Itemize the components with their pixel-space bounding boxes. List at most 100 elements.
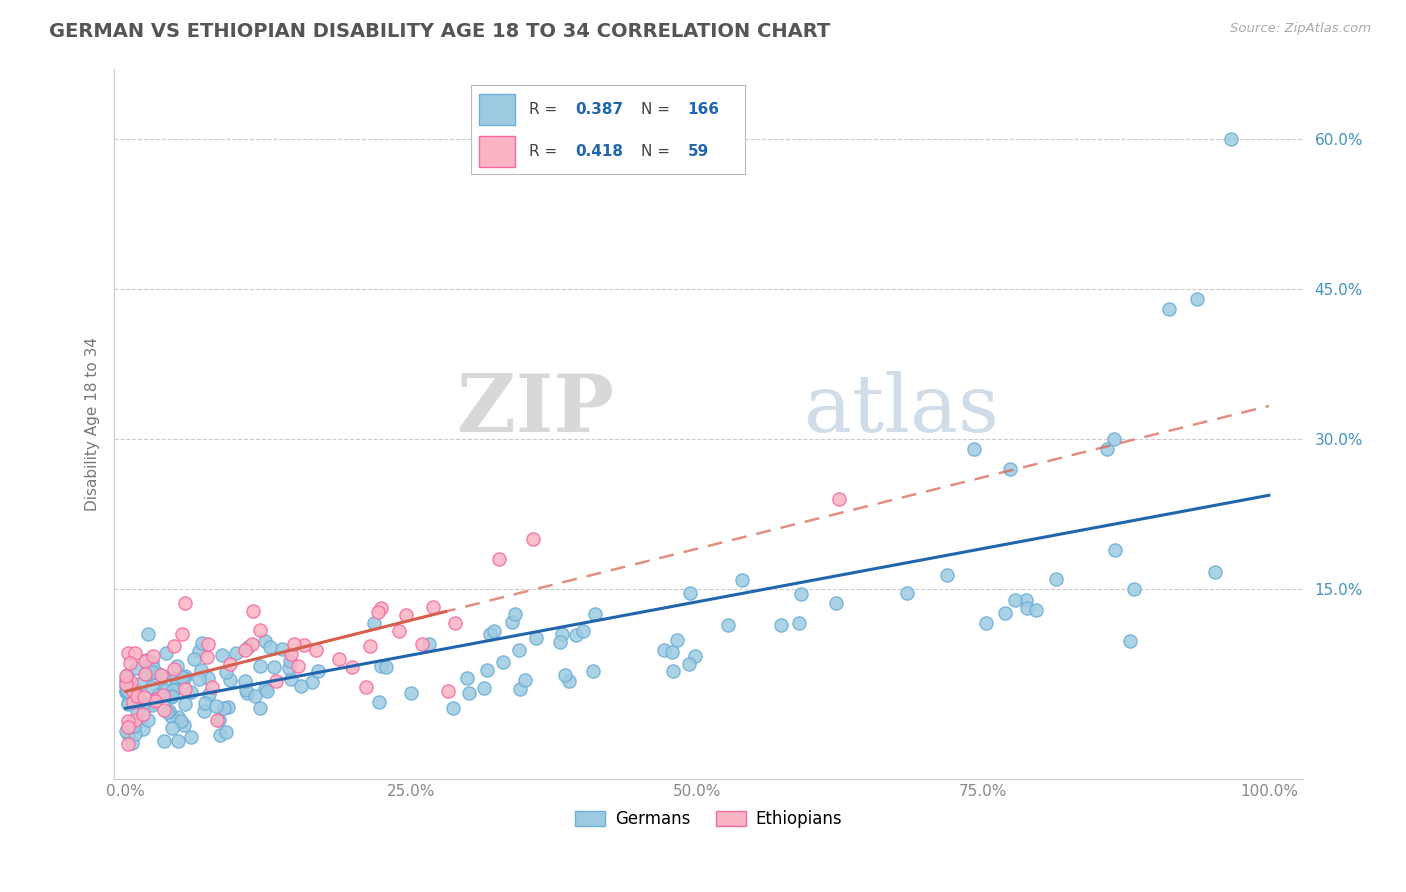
Point — [136, 626, 159, 640]
Point — [395, 608, 418, 623]
Point — [152, 734, 174, 748]
Point — [136, 667, 159, 681]
Point — [827, 491, 849, 506]
Point — [160, 709, 183, 723]
Point — [114, 684, 136, 698]
Point — [370, 601, 392, 615]
Point — [160, 721, 183, 735]
Point — [278, 654, 301, 668]
Point — [524, 632, 547, 646]
Point — [1004, 592, 1026, 607]
Text: 0.418: 0.418 — [575, 144, 623, 159]
Point — [139, 662, 162, 676]
Point — [1102, 432, 1125, 446]
Point — [122, 695, 145, 709]
Point — [152, 703, 174, 717]
Point — [1219, 131, 1241, 145]
Point — [411, 637, 433, 651]
Point — [256, 684, 278, 698]
Point — [141, 665, 163, 679]
Point — [249, 701, 271, 715]
Point — [197, 637, 219, 651]
Point — [138, 698, 160, 712]
Point — [307, 665, 329, 679]
FancyBboxPatch shape — [479, 136, 515, 167]
Point — [121, 719, 143, 733]
Point — [125, 705, 148, 719]
Point — [136, 713, 159, 727]
Point — [683, 648, 706, 663]
Point — [156, 705, 179, 719]
Point — [1159, 301, 1181, 316]
Point — [115, 673, 138, 688]
Point — [163, 662, 186, 676]
Point — [354, 680, 377, 694]
Point — [1123, 582, 1146, 597]
Point — [120, 674, 142, 689]
Point — [173, 718, 195, 732]
Point — [188, 672, 211, 686]
Point — [1185, 292, 1208, 306]
Point — [143, 694, 166, 708]
Point — [127, 689, 149, 703]
Point — [488, 551, 510, 566]
Point — [173, 668, 195, 682]
Point — [290, 679, 312, 693]
Y-axis label: Disability Age 18 to 34: Disability Age 18 to 34 — [86, 336, 100, 511]
Point — [441, 701, 464, 715]
Point — [124, 713, 146, 727]
Point — [1045, 572, 1067, 586]
Point — [117, 684, 139, 698]
Point — [135, 653, 157, 667]
Point — [652, 643, 675, 657]
Point — [790, 587, 813, 601]
Point — [368, 695, 391, 709]
Point — [263, 660, 285, 674]
Point — [118, 657, 141, 671]
Point — [135, 661, 157, 675]
Point — [240, 637, 263, 651]
Text: atlas: atlas — [804, 370, 1000, 449]
Point — [1015, 592, 1038, 607]
Point — [157, 704, 180, 718]
Point — [208, 728, 231, 742]
Point — [208, 713, 231, 727]
Point — [117, 696, 139, 710]
Point — [118, 681, 141, 695]
Point — [218, 657, 240, 671]
Point — [170, 714, 193, 728]
Point — [121, 736, 143, 750]
Point — [132, 722, 155, 736]
Point — [124, 682, 146, 697]
Point — [125, 690, 148, 704]
Text: 166: 166 — [688, 102, 720, 117]
Point — [522, 532, 544, 546]
Point — [283, 637, 305, 651]
Point — [769, 618, 792, 632]
Point — [287, 659, 309, 673]
Point — [160, 689, 183, 703]
Point — [370, 659, 392, 673]
Point — [787, 615, 810, 630]
Point — [509, 682, 531, 697]
Point — [211, 648, 233, 662]
Point — [117, 737, 139, 751]
Point — [166, 709, 188, 723]
Point — [665, 632, 688, 647]
Point — [121, 684, 143, 698]
Point — [166, 659, 188, 673]
Point — [236, 686, 259, 700]
Point — [163, 682, 186, 697]
Point — [117, 727, 139, 741]
Point — [172, 670, 194, 684]
Point — [118, 718, 141, 732]
Legend: Germans, Ethiopians: Germans, Ethiopians — [568, 803, 849, 835]
Point — [150, 667, 173, 681]
Point — [482, 624, 505, 639]
Point — [155, 682, 177, 697]
Text: Source: ZipAtlas.com: Source: ZipAtlas.com — [1230, 22, 1371, 36]
Point — [193, 705, 215, 719]
Point — [115, 685, 138, 699]
Point — [124, 727, 146, 741]
Text: GERMAN VS ETHIOPIAN DISABILITY AGE 18 TO 34 CORRELATION CHART: GERMAN VS ETHIOPIAN DISABILITY AGE 18 TO… — [49, 22, 831, 41]
